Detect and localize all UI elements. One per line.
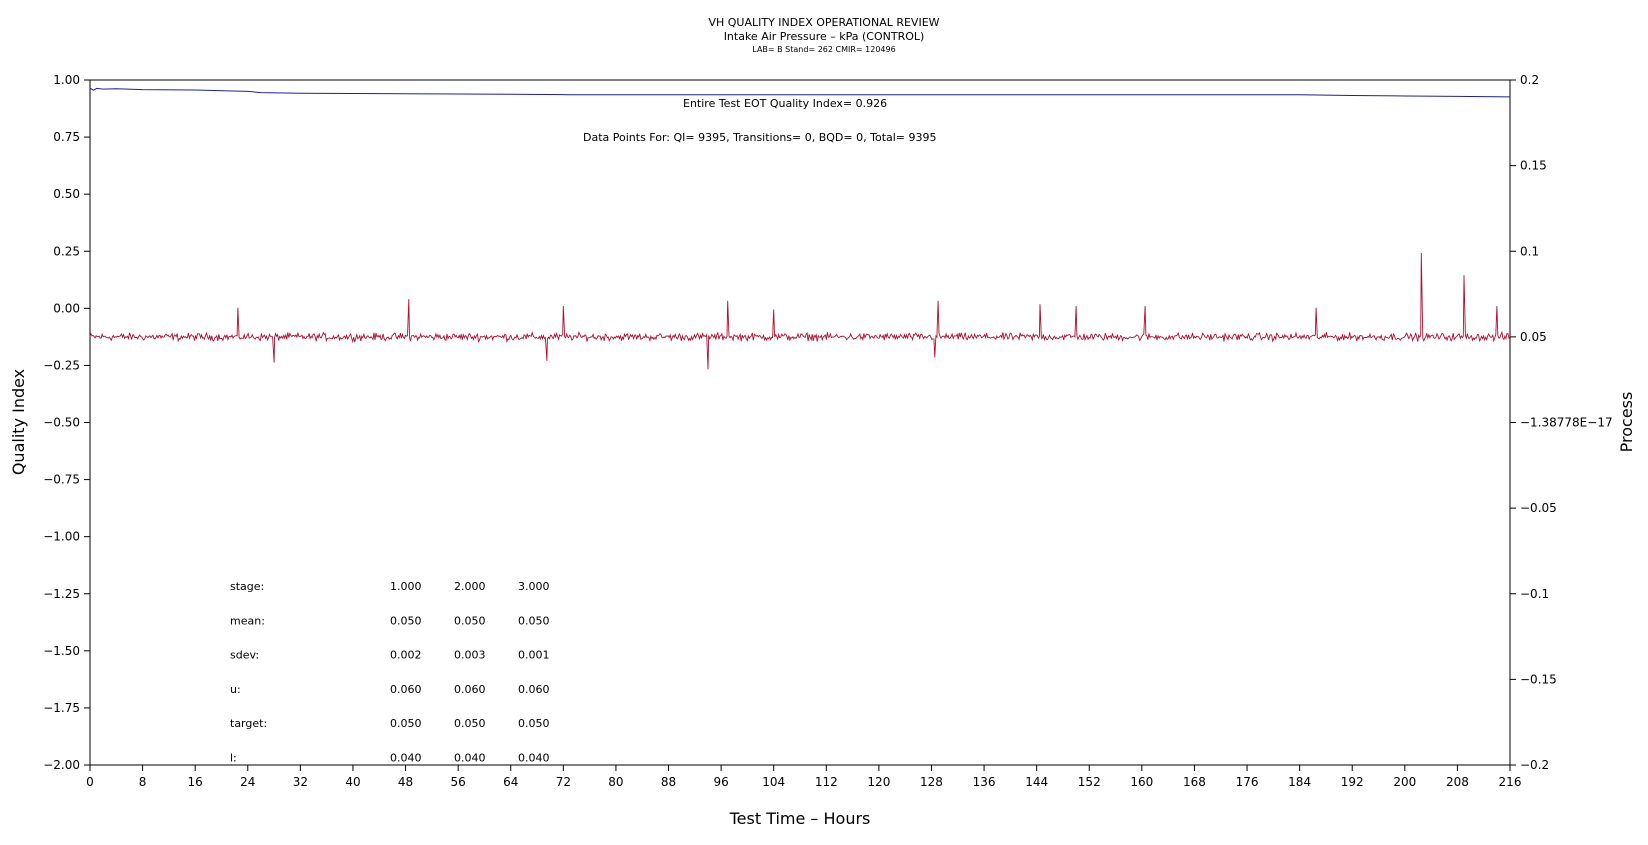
y-tick-label: −0.50 — [43, 416, 80, 430]
chart-subtitle: Intake Air Pressure – kPa (CONTROL) — [724, 30, 925, 43]
chart-title: VH QUALITY INDEX OPERATIONAL REVIEW — [708, 16, 939, 29]
stats-cell: 0.050 — [454, 614, 486, 627]
stats-cell: 0.001 — [518, 649, 550, 662]
x-tick-label: 64 — [503, 775, 518, 789]
stats-cell: 0.040 — [390, 752, 422, 765]
x-tick-label: 216 — [1499, 775, 1522, 789]
stats-table: stage: 1.000 2.000 3.000 mean: 0.050 0.050 0.05… — [230, 580, 550, 765]
x-tick-label: 24 — [240, 775, 255, 789]
stats-cell: 0.040 — [454, 752, 486, 765]
x-tick-label: 176 — [1236, 775, 1259, 789]
x-tick-label: 120 — [867, 775, 890, 789]
stats-cell: 0.060 — [454, 683, 486, 696]
x-tick-label: 128 — [920, 775, 943, 789]
plot-frame — [89, 79, 1511, 766]
stats-cell: 3.000 — [518, 580, 550, 593]
x-tick-label: 144 — [1025, 775, 1048, 789]
qi-annotation: Entire Test EOT Quality Index= 0.926 — [683, 97, 887, 110]
x-tick-label: 160 — [1130, 775, 1153, 789]
y2-tick-label: 0.05 — [1520, 330, 1547, 344]
series-process — [89, 252, 1511, 370]
y2-tick-label: 0.1 — [1520, 244, 1539, 258]
x-tick-label: 112 — [815, 775, 838, 789]
stats-cell: 0.050 — [390, 717, 422, 730]
y-tick-label: 1.00 — [53, 73, 80, 87]
x-tick-label: 168 — [1183, 775, 1206, 789]
x-tick-label: 208 — [1446, 775, 1469, 789]
x-tick-label: 0 — [86, 775, 94, 789]
x-tick-label: 104 — [762, 775, 785, 789]
stats-cell: 0.003 — [454, 649, 486, 662]
stats-cell: 0.050 — [454, 717, 486, 730]
y-tick-label: −1.00 — [43, 530, 80, 544]
x-tick-label: 192 — [1341, 775, 1364, 789]
stats-cell: 0.040 — [518, 752, 550, 765]
stats-cell: 0.060 — [390, 683, 422, 696]
x-tick-label: 96 — [713, 775, 728, 789]
x-tick-label: 40 — [345, 775, 360, 789]
y-tick-label: 0.25 — [53, 244, 80, 258]
stats-row-label: target: — [230, 717, 267, 730]
y-tick-label: −1.25 — [43, 587, 80, 601]
stats-row-label: sdev: — [230, 649, 259, 662]
stats-cell: 0.060 — [518, 683, 550, 696]
y2-tick-label: 0.2 — [1520, 73, 1539, 87]
stats-row-label: mean: — [230, 614, 265, 627]
y2-tick-label: −0.05 — [1520, 501, 1557, 515]
stats-cell: 0.002 — [390, 649, 422, 662]
data-points-annotation: Data Points For: QI= 9395, Transitions= … — [583, 131, 937, 144]
y2-tick-label: 0.15 — [1520, 159, 1547, 173]
x-tick-label: 8 — [139, 775, 147, 789]
x-tick-label: 88 — [661, 775, 676, 789]
stats-cell: 0.050 — [518, 614, 550, 627]
stats-row-label: stage: — [230, 580, 264, 593]
stats-row-label: u: — [230, 683, 241, 696]
x-tick-label: 72 — [556, 775, 571, 789]
series-lines — [89, 87, 1511, 370]
series-quality-index — [89, 87, 1511, 98]
y-axis-label: Quality Index — [9, 369, 28, 475]
stats-row-label: l: — [230, 752, 237, 765]
x-tick-label: 200 — [1393, 775, 1416, 789]
x-tick-label: 56 — [451, 775, 466, 789]
stats-cell: 2.000 — [454, 580, 486, 593]
y-tick-label: −0.75 — [43, 473, 80, 487]
x-tick-label: 16 — [188, 775, 203, 789]
stats-cell: 0.050 — [390, 614, 422, 627]
y2-tick-label: −1.38778E−17 — [1520, 416, 1613, 430]
x-tick-label: 32 — [293, 775, 308, 789]
y2-axis-label: Process — [1617, 392, 1636, 453]
x-tick-label: 48 — [398, 775, 413, 789]
y-tick-label: −2.00 — [43, 758, 80, 772]
x-tick-label: 152 — [1078, 775, 1101, 789]
y2-tick-label: −0.15 — [1520, 672, 1557, 686]
x-axis-label: Test Time – Hours — [729, 809, 871, 828]
stats-cell: 0.050 — [518, 717, 550, 730]
y-tick-label: −1.50 — [43, 644, 80, 658]
y2-tick-label: −0.1 — [1520, 587, 1549, 601]
y-tick-label: −1.75 — [43, 701, 80, 715]
stats-cell: 1.000 — [390, 580, 422, 593]
y2-tick-label: −0.2 — [1520, 758, 1549, 772]
axis-ticks: 0 8 16 24 32 40 48 56 64 72 80 88 96 104 112 120 128 136 1… — [43, 73, 1612, 789]
chart-subtitle-lab: LAB= B Stand= 262 CMIR= 120496 — [752, 45, 895, 54]
y-tick-label: 0.50 — [53, 187, 80, 201]
y-tick-label: 0.75 — [53, 130, 80, 144]
x-tick-label: 136 — [973, 775, 996, 789]
y-tick-label: 0.00 — [53, 301, 80, 315]
x-tick-label: 80 — [608, 775, 623, 789]
y-tick-label: −0.25 — [43, 358, 80, 372]
x-tick-label: 184 — [1288, 775, 1311, 789]
